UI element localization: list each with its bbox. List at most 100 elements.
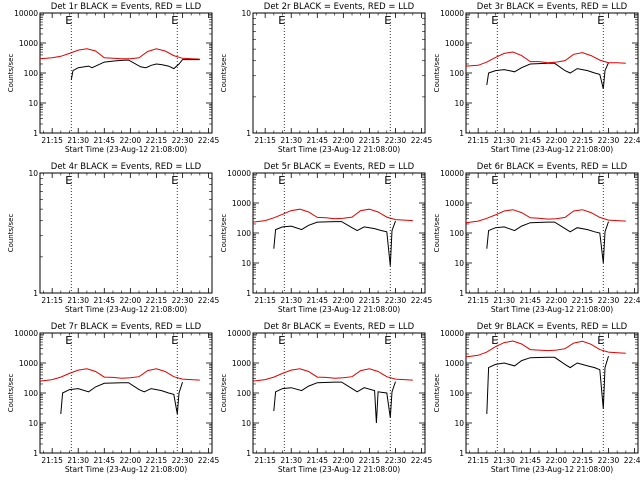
y-tick-label: 100: [450, 229, 465, 238]
x-tick-label: 21:45: [93, 136, 115, 145]
y-axis-label: Counts/sec: [433, 54, 441, 93]
x-tick-label: 22:45: [624, 296, 640, 305]
x-tick-label: 21:30: [280, 136, 302, 145]
plot-frame: [465, 12, 639, 134]
x-axis-label: Start Time (23-Aug-12 21:08:00): [278, 305, 400, 314]
event-marker-label: E: [65, 334, 72, 347]
event-marker-label: E: [278, 14, 285, 27]
plot-frame: [465, 332, 639, 454]
x-tick-label: 22:15: [146, 296, 168, 305]
x-tick-label: 21:15: [254, 296, 276, 305]
event-marker-label: E: [384, 334, 391, 347]
x-tick-label: 22:00: [333, 296, 355, 305]
x-tick-label: 21:45: [306, 136, 328, 145]
series-line-events: [273, 381, 396, 424]
series-line-lld: [252, 368, 413, 382]
event-marker-label: E: [597, 174, 604, 187]
x-tick-label: 21:15: [41, 136, 63, 145]
x-tick-label: 22:45: [411, 296, 433, 305]
y-tick-label: 10: [28, 99, 38, 108]
x-axis-label: Start Time (23-Aug-12 21:08:00): [65, 145, 187, 154]
x-tick-label: 22:00: [546, 296, 568, 305]
series-line-lld: [465, 51, 626, 67]
x-tick-label: 21:45: [519, 136, 541, 145]
chart-title: Det 9r BLACK = Events, RED = LLD: [477, 322, 628, 332]
x-tick-label: 22:30: [172, 456, 194, 465]
series-line-events: [60, 381, 183, 415]
plot-frame: [39, 172, 213, 294]
chart-det-9: Det 9r BLACK = Events, RED = LLD 1 10 100 10…: [433, 322, 640, 474]
plot-frame: [39, 12, 213, 134]
event-marker-label: E: [597, 334, 604, 347]
plot-frame: [252, 332, 426, 454]
y-axis-label: Counts/sec: [7, 214, 15, 253]
y-tick-label: 10: [241, 259, 251, 268]
x-tick-label: 22:30: [598, 136, 620, 145]
y-tick-label: 1: [33, 129, 38, 138]
x-tick-label: 22:15: [146, 456, 168, 465]
y-axis-label: Counts/sec: [220, 54, 228, 93]
x-tick-label: 22:45: [198, 296, 220, 305]
event-marker-label: E: [171, 14, 178, 27]
y-tick-label: 1: [246, 449, 251, 458]
y-tick-label: 1: [459, 289, 464, 298]
x-tick-label: 22:15: [359, 456, 381, 465]
x-tick-label: 21:15: [41, 296, 63, 305]
x-tick-label: 21:30: [67, 456, 89, 465]
y-tick-label: 1000: [445, 199, 464, 208]
y-tick-label: 1: [33, 289, 38, 298]
chart-det-8: Det 8r BLACK = Events, RED = LLD 1 10 100 10…: [220, 322, 433, 474]
chart-det-2: Det 2r BLACK = Events, RED = LLD 1 10 21:15…: [220, 2, 433, 154]
plot-frame: [252, 12, 426, 134]
y-tick-label: 1000: [445, 359, 464, 368]
y-tick-label: 1: [33, 449, 38, 458]
x-tick-label: 21:30: [280, 456, 302, 465]
x-tick-label: 22:45: [411, 456, 433, 465]
y-tick-label: 1000: [445, 39, 464, 48]
y-tick-label: 10000: [227, 169, 251, 178]
x-tick-label: 22:30: [598, 456, 620, 465]
event-marker-label: E: [384, 14, 391, 27]
x-tick-label: 22:30: [385, 296, 407, 305]
y-tick-label: 100: [237, 229, 252, 238]
chart-det-6: Det 6r BLACK = Events, RED = LLD 1 10 100 10…: [433, 162, 640, 314]
y-tick-label: 100: [24, 389, 39, 398]
series-line-events: [486, 221, 609, 264]
event-marker-label: E: [491, 14, 498, 27]
y-tick-label: 1000: [19, 39, 38, 48]
x-tick-label: 22:00: [120, 136, 142, 145]
event-marker-label: E: [278, 174, 285, 187]
y-tick-label: 1000: [19, 359, 38, 368]
x-tick-label: 21:30: [493, 296, 515, 305]
event-marker-label: E: [171, 174, 178, 187]
y-tick-label: 100: [24, 69, 39, 78]
x-axis-label: Start Time (23-Aug-12 21:08:00): [65, 465, 187, 474]
x-tick-label: 22:00: [120, 296, 142, 305]
x-tick-label: 22:30: [172, 296, 194, 305]
plot-frame: [39, 332, 213, 454]
x-tick-label: 22:15: [572, 296, 594, 305]
x-tick-label: 21:15: [467, 456, 489, 465]
x-axis-label: Start Time (23-Aug-12 21:08:00): [278, 465, 400, 474]
x-tick-label: 22:00: [333, 136, 355, 145]
chart-title: Det 7r BLACK = Events, RED = LLD: [51, 322, 202, 332]
x-tick-label: 22:30: [385, 456, 407, 465]
series-line-events: [70, 59, 200, 80]
series-line-lld: [465, 340, 626, 358]
plot-frame: [252, 172, 426, 294]
y-tick-label: 10: [454, 99, 464, 108]
x-tick-label: 21:15: [254, 136, 276, 145]
x-tick-label: 22:45: [198, 456, 220, 465]
chart-title: Det 6r BLACK = Events, RED = LLD: [477, 162, 628, 172]
y-tick-label: 1: [459, 449, 464, 458]
x-axis-label: Start Time (23-Aug-12 21:08:00): [65, 305, 187, 314]
x-tick-label: 21:45: [93, 296, 115, 305]
y-tick-label: 100: [450, 69, 465, 78]
y-tick-label: 10000: [440, 169, 464, 178]
event-marker-label: E: [384, 174, 391, 187]
y-tick-label: 100: [237, 389, 252, 398]
y-tick-label: 10: [28, 169, 38, 178]
x-tick-label: 22:15: [572, 136, 594, 145]
x-tick-label: 22:00: [546, 456, 568, 465]
